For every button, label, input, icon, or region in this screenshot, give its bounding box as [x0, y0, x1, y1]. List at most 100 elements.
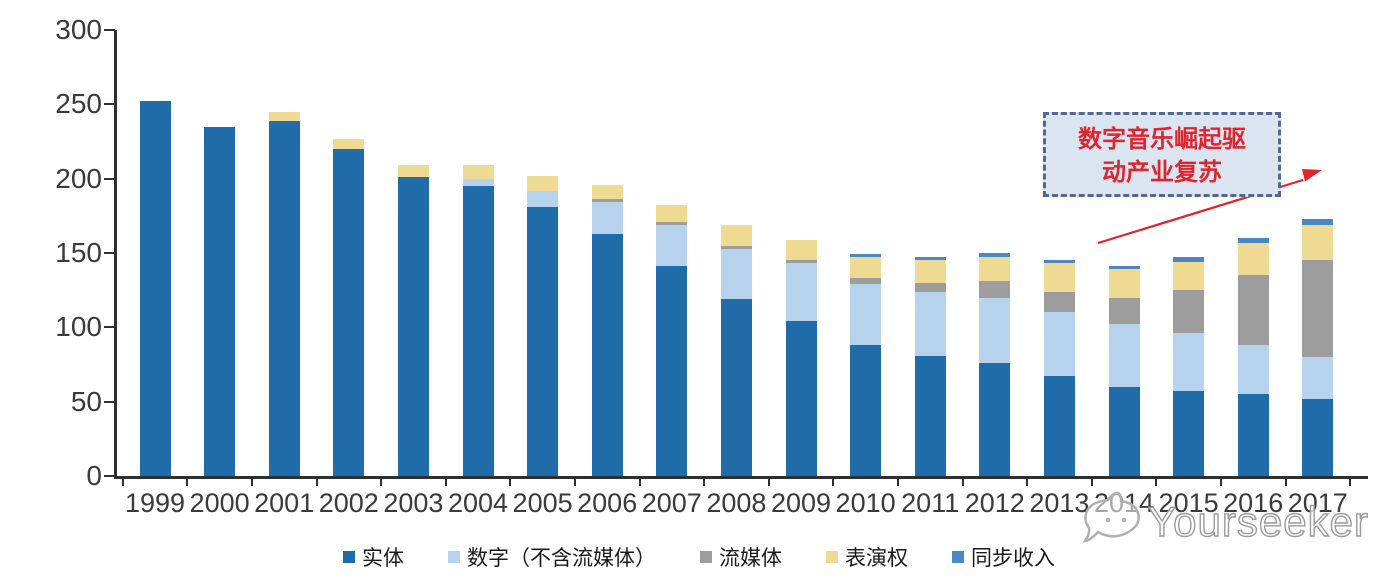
- legend-label: 数字（不含流媒体）: [467, 546, 656, 570]
- x-axis-tick-label: 2003: [383, 488, 444, 518]
- bar-segment-数字（不含流媒体）: [1173, 333, 1205, 392]
- bar-segment-实体: [1173, 391, 1205, 476]
- y-axis-tick: [104, 252, 115, 254]
- bar-segment-同步收入: [1302, 218, 1334, 225]
- bar-segment-表演权: [1237, 242, 1269, 276]
- legend-swatch-icon: [343, 551, 355, 563]
- x-axis-tick-label: 2001: [254, 488, 315, 518]
- bar-segment-表演权: [1173, 261, 1205, 291]
- x-axis-tick-label: 2012: [964, 488, 1025, 518]
- bar-segment-实体: [979, 363, 1011, 476]
- x-axis-tick: [1090, 478, 1093, 486]
- legend-item: 表演权: [826, 542, 908, 572]
- annotation-text-line2: 动产业复苏: [1102, 156, 1222, 186]
- y-axis-tick-label: 250: [55, 88, 102, 120]
- bar-segment-表演权: [1302, 224, 1334, 261]
- bar-segment-数字（不含流媒体）: [1237, 345, 1269, 395]
- y-axis-tick: [104, 177, 115, 180]
- x-axis-tick-label: 2011: [901, 488, 960, 518]
- x-axis-tick: [961, 478, 964, 486]
- bar-segment-同步收入: [979, 253, 1011, 258]
- bar-segment-实体: [591, 233, 623, 476]
- x-axis-tick: [186, 478, 189, 486]
- x-axis-tick: [444, 478, 447, 486]
- bar-segment-同步收入: [1173, 257, 1205, 262]
- x-axis-tick: [380, 478, 383, 486]
- x-axis-tick-label: 2000: [189, 488, 250, 518]
- watermark: Yourseeker: [1082, 491, 1369, 546]
- bar-segment-同步收入: [1043, 260, 1075, 264]
- bar-segment-实体: [397, 177, 429, 476]
- watermark-text: Yourseeker: [1148, 498, 1369, 545]
- bar-segment-实体: [850, 345, 882, 476]
- y-axis-tick-label: 100: [55, 311, 102, 343]
- x-axis-tick-label: 2006: [577, 488, 638, 518]
- x-axis-tick-label: 1999: [124, 488, 186, 518]
- x-axis-tick: [509, 478, 512, 486]
- x-axis-tick: [121, 478, 124, 486]
- x-axis-tick-label: 2017: [1287, 488, 1348, 518]
- bar-segment-流媒体: [591, 199, 623, 203]
- legend-swatch-icon: [952, 551, 964, 563]
- bar-segment-数字（不含流媒体）: [1043, 312, 1075, 377]
- x-axis-tick: [703, 478, 706, 486]
- y-axis-tick-label: 0: [86, 460, 102, 491]
- bar-segment-流媒体: [1302, 260, 1334, 358]
- bar-segment-数字（不含流媒体）: [591, 202, 623, 234]
- x-axis-tick-label: 2002: [318, 488, 379, 518]
- bar-segment-数字（不含流媒体）: [979, 297, 1011, 363]
- x-axis-tick: [832, 478, 835, 486]
- bar-segment-数字（不含流媒体）: [462, 178, 494, 187]
- bar-segment-表演权: [268, 111, 300, 121]
- x-axis-tick-label: 2008: [706, 488, 767, 518]
- x-axis-line: [114, 476, 1368, 479]
- x-axis-tick-label: 2004: [447, 488, 509, 518]
- bar-segment-流媒体: [1043, 291, 1075, 313]
- x-axis-tick: [315, 478, 318, 486]
- bar-segment-表演权: [979, 257, 1011, 282]
- bar-segment-表演权: [785, 239, 817, 261]
- x-axis-tick: [573, 478, 576, 486]
- bar-segment-数字（不含流媒体）: [914, 291, 946, 356]
- bar-segment-实体: [1108, 386, 1140, 476]
- bar-segment-实体: [720, 299, 752, 476]
- bar-segment-表演权: [1043, 263, 1075, 292]
- x-axis-tick: [1219, 478, 1222, 486]
- bar-segment-实体: [333, 148, 365, 476]
- annotation-text-line1: 数字音乐崛起驱: [1078, 123, 1246, 153]
- bar-segment-数字（不含流媒体）: [1302, 357, 1334, 399]
- y-axis-tick: [104, 326, 115, 329]
- legend-item: 实体: [343, 542, 404, 572]
- x-axis-tick-label: 2009: [770, 488, 832, 518]
- y-axis-tick: [104, 475, 115, 477]
- legend-label: 表演权: [845, 546, 908, 570]
- bar-segment-实体: [527, 206, 559, 476]
- bar-segment-实体: [785, 321, 817, 476]
- bar-segment-表演权: [656, 205, 688, 222]
- bar-segment-表演权: [1108, 269, 1140, 298]
- legend-item: 同步收入: [952, 542, 1055, 572]
- y-axis-tick: [104, 400, 115, 403]
- bar-segment-流媒体: [1173, 290, 1205, 334]
- bar-segment-同步收入: [914, 257, 946, 261]
- x-axis-tick-label: 2007: [641, 488, 702, 518]
- x-axis-tick: [1349, 478, 1352, 486]
- legend-swatch-icon: [700, 551, 712, 563]
- y-axis-tick-label: 300: [55, 14, 102, 45]
- bar-segment-数字（不含流媒体）: [785, 263, 817, 322]
- bar-segment-表演权: [850, 257, 882, 279]
- legend-swatch-icon: [448, 551, 460, 563]
- bar-segment-表演权: [591, 184, 623, 200]
- bar-segment-实体: [139, 101, 171, 476]
- legend-label: 流媒体: [719, 546, 782, 570]
- x-axis-tick-label: 2013: [1029, 488, 1090, 518]
- x-axis-tick-label: 2015: [1158, 488, 1219, 518]
- x-axis-tick: [1155, 478, 1158, 486]
- y-axis-tick: [104, 103, 115, 106]
- bar-segment-同步收入: [1108, 266, 1140, 270]
- bar-segment-数字（不含流媒体）: [656, 224, 688, 267]
- bar-segment-实体: [1302, 398, 1334, 476]
- x-axis-tick: [1284, 478, 1287, 486]
- bar-segment-实体: [268, 120, 300, 476]
